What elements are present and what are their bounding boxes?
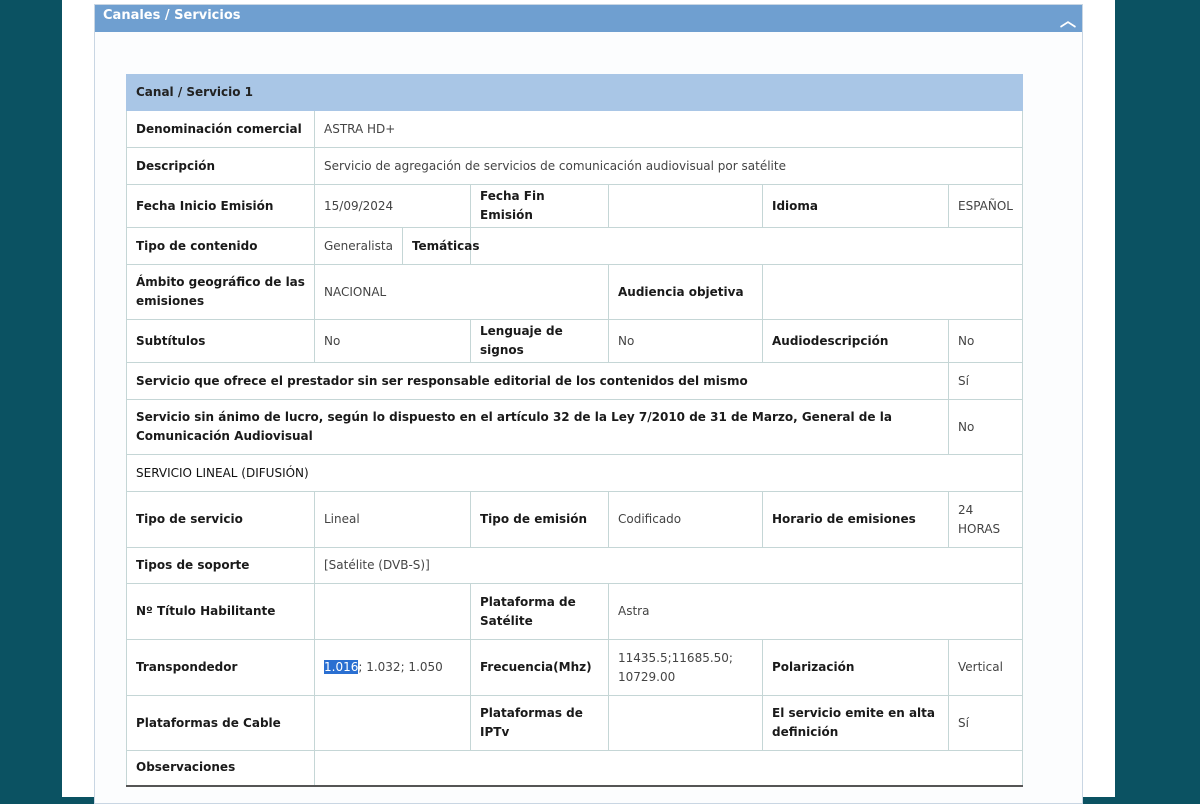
label: Servicio que ofrece el prestador sin ser… bbox=[126, 362, 949, 400]
tipo-servicio-value: Lineal bbox=[314, 491, 471, 548]
label: Lenguaje de signos bbox=[470, 319, 609, 363]
label: Audiencia objetiva bbox=[608, 264, 763, 320]
idioma-value: ESPAÑOL bbox=[948, 184, 1023, 228]
label: Nº Título Habilitante bbox=[126, 583, 315, 640]
label: Plataformas de IPTv bbox=[470, 695, 609, 751]
subtitulos-value: No bbox=[314, 319, 471, 363]
plataforma-satelite-value: Astra bbox=[608, 583, 1023, 640]
label: Polarización bbox=[762, 639, 949, 696]
descripcion-value: Servicio de agregación de servicios de c… bbox=[314, 147, 1023, 185]
sin-lucro-value: No bbox=[948, 399, 1023, 455]
label: Horario de emisiones bbox=[762, 491, 949, 548]
label: Tipo de servicio bbox=[126, 491, 315, 548]
label: Audiodescripción bbox=[762, 319, 949, 363]
cable-value bbox=[314, 695, 471, 751]
table-title: Canal / Servicio 1 bbox=[126, 74, 1023, 111]
label: Subtítulos bbox=[126, 319, 315, 363]
transpondedor-rest: ; 1.032; 1.050 bbox=[358, 660, 443, 674]
tematicas-value bbox=[470, 227, 1023, 265]
soporte-value: [Satélite (DVB-S)] bbox=[314, 547, 1023, 584]
panel-header[interactable]: Canales / Servicios ︿ bbox=[95, 5, 1082, 32]
tipo-emision-value: Codificado bbox=[608, 491, 763, 548]
label: Idioma bbox=[762, 184, 949, 228]
observaciones-value bbox=[314, 750, 1023, 786]
denominacion-value: ASTRA HD+ bbox=[314, 110, 1023, 148]
label: Plataforma de Satélite bbox=[470, 583, 609, 640]
label: Transpondedor bbox=[126, 639, 315, 696]
label: Tipos de soporte bbox=[126, 547, 315, 584]
ambito-value: NACIONAL bbox=[314, 264, 609, 320]
label: Tipo de contenido bbox=[126, 227, 315, 265]
iptv-value bbox=[608, 695, 763, 751]
label: Tipo de emisión bbox=[470, 491, 609, 548]
chevron-up-icon[interactable]: ︿ bbox=[1059, 11, 1076, 30]
fecha-fin-value bbox=[608, 184, 763, 228]
polarizacion-value: Vertical bbox=[948, 639, 1023, 696]
tipo-contenido-value: Generalista bbox=[324, 238, 393, 253]
label: Fecha Fin Emisión bbox=[470, 184, 609, 228]
fecha-inicio-value: 15/09/2024 bbox=[314, 184, 471, 228]
audiodesc-value: No bbox=[948, 319, 1023, 363]
label: Denominación comercial bbox=[126, 110, 315, 148]
label: Descripción bbox=[126, 147, 315, 185]
panel-title: Canales / Servicios bbox=[103, 8, 241, 23]
horario-value: 24 HORAS bbox=[948, 491, 1023, 548]
no-responsable-value: Sí bbox=[948, 362, 1023, 400]
label: Observaciones bbox=[126, 750, 315, 786]
signos-value: No bbox=[608, 319, 763, 363]
label: Ámbito geográfico de las emisiones bbox=[126, 264, 315, 320]
label: Fecha Inicio Emisión bbox=[126, 184, 315, 228]
section-heading: SERVICIO LINEAL (DIFUSIÓN) bbox=[126, 454, 1023, 492]
label: Temáticas bbox=[401, 228, 489, 264]
frecuencia-value: 11435.5;11685.50; 10729.00 bbox=[608, 639, 763, 696]
hd-value: Sí bbox=[948, 695, 1023, 751]
service-table: Canal / Servicio 1 Denominación comercia… bbox=[126, 74, 1023, 787]
audiencia-value bbox=[762, 264, 1023, 320]
transpondedor-value[interactable]: 1.016; 1.032; 1.050 bbox=[314, 639, 471, 696]
label: Servicio sin ánimo de lucro, según lo di… bbox=[126, 399, 949, 455]
page: Canales / Servicios ︿ Canal / Servicio 1 … bbox=[62, 0, 1115, 804]
canales-panel: Canales / Servicios ︿ Canal / Servicio 1 … bbox=[94, 4, 1083, 804]
titulo-value bbox=[314, 583, 471, 640]
label: Frecuencia(Mhz) bbox=[470, 639, 609, 696]
label: Plataformas de Cable bbox=[126, 695, 315, 751]
selected-text: 1.016 bbox=[324, 660, 359, 674]
label: El servicio emite en alta definición bbox=[762, 695, 949, 751]
